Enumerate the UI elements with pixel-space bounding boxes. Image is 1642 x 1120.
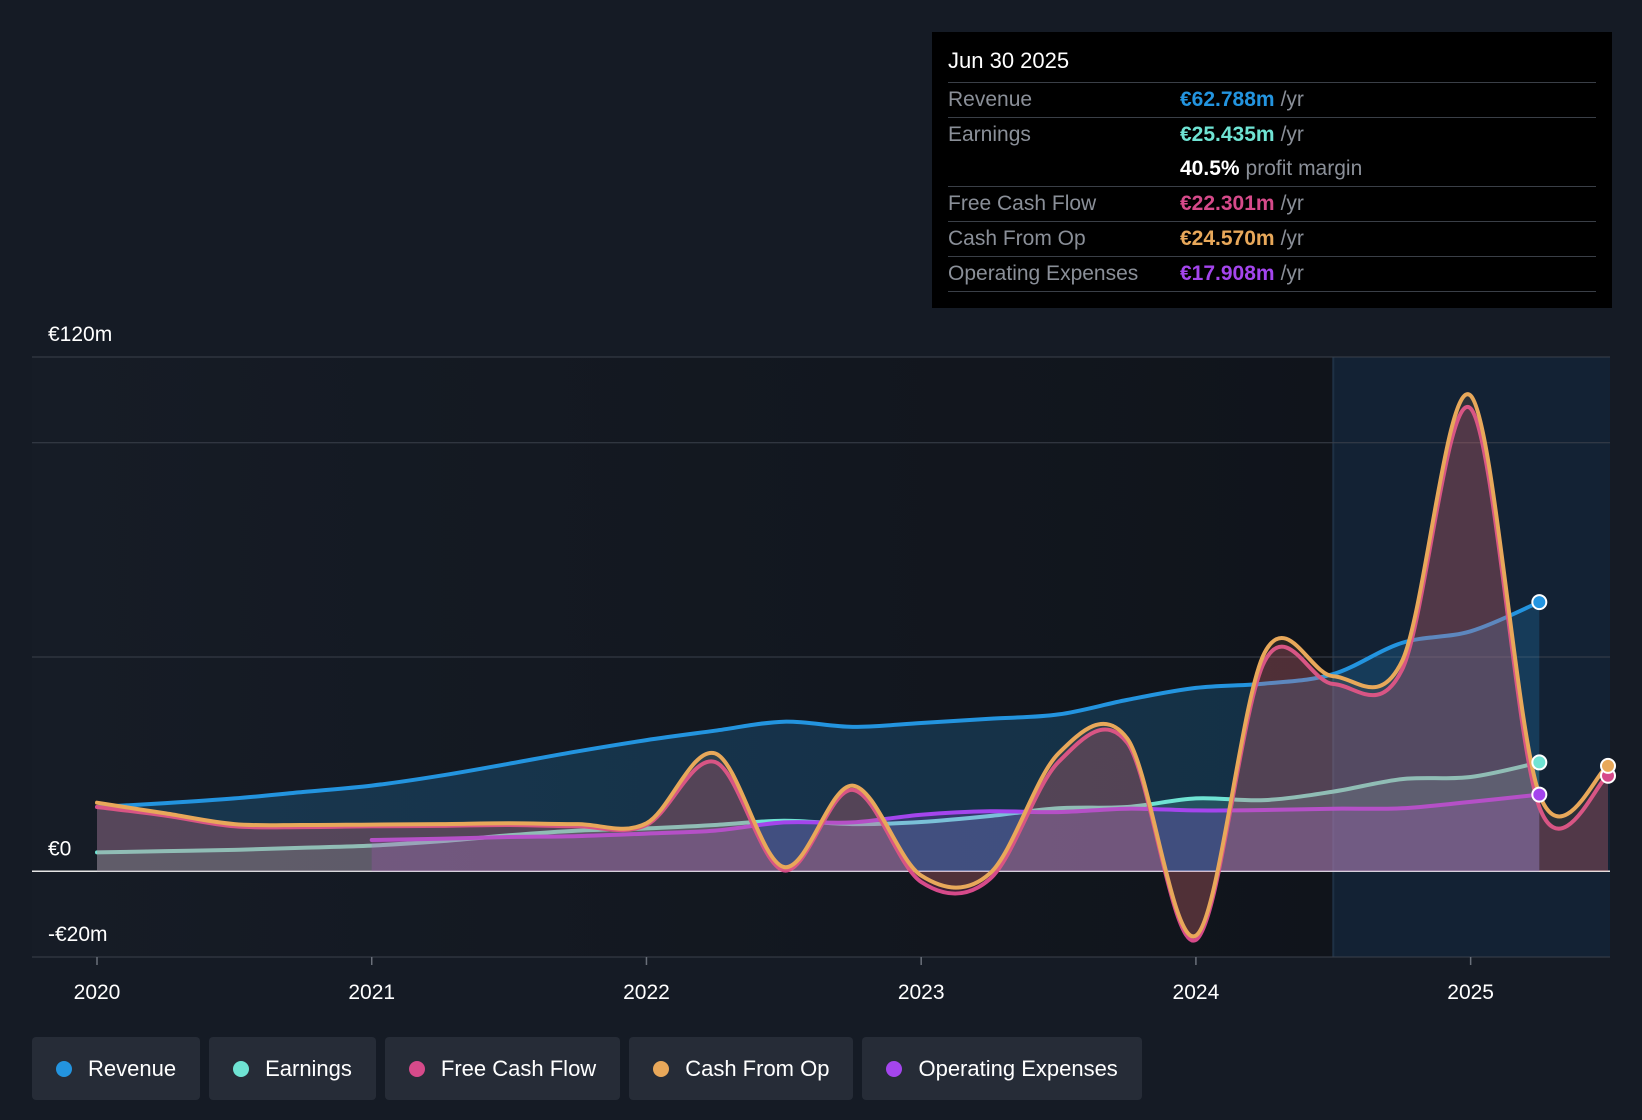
tooltip-unit: /yr — [1280, 88, 1304, 111]
legend-label: Earnings — [265, 1055, 352, 1081]
tooltip-row-cash-from-op: Cash From Op €24.570m /yr — [948, 222, 1596, 257]
tooltip-label: Cash From Op — [948, 227, 1086, 250]
legend-dot-icon — [233, 1060, 250, 1077]
endpoint-operating-expenses — [1531, 786, 1548, 803]
area-cash-from-op — [97, 394, 1608, 937]
area-earnings — [97, 762, 1540, 872]
tooltip-unit: /yr — [1280, 123, 1304, 146]
tooltip-label — [948, 152, 1180, 186]
legend-item-earnings[interactable]: Earnings — [209, 1037, 376, 1100]
legend-dot-icon — [653, 1060, 670, 1077]
legend-item-cash-from-op[interactable]: Cash From Op — [629, 1037, 854, 1100]
legend: Revenue Earnings Free Cash Flow Cash Fro… — [32, 1037, 1142, 1100]
legend-label: Revenue — [88, 1055, 177, 1081]
legend-label: Free Cash Flow — [440, 1055, 597, 1081]
endpoint-earnings — [1531, 754, 1548, 771]
line-revenue — [95, 600, 1542, 809]
endpoint-revenue — [1531, 594, 1548, 611]
profit-margin-value: 40.5% — [1180, 157, 1240, 180]
y-tick-label: -€20m — [48, 923, 108, 946]
tooltip-value: €22.301m — [1180, 192, 1275, 215]
tooltip-value: €25.435m — [1180, 123, 1275, 146]
legend-label: Cash From Op — [685, 1055, 830, 1081]
tooltip-row-earnings: Earnings €25.435m /yr — [948, 118, 1596, 152]
legend-dot-icon — [56, 1060, 72, 1077]
endpoint-cash-from-op — [1600, 757, 1616, 774]
tooltip-label: Earnings — [948, 123, 1031, 146]
tooltip-value: €62.788m — [1180, 88, 1275, 111]
tooltip-unit: /yr — [1280, 192, 1304, 215]
tooltip-date: Jun 30 2025 — [948, 46, 1596, 83]
tooltip-row-profit-margin: 40.5% profit margin — [948, 152, 1596, 187]
legend-item-operating-expenses[interactable]: Operating Expenses — [862, 1037, 1142, 1100]
tooltip-row-revenue: Revenue €62.788m /yr — [948, 83, 1596, 118]
tooltip-unit: /yr — [1280, 262, 1304, 285]
x-tick-label: 2021 — [348, 981, 395, 1004]
x-tick-label: 2022 — [623, 981, 670, 1004]
tooltip-label: Free Cash Flow — [948, 192, 1097, 215]
tooltip-label: Revenue — [948, 88, 1033, 111]
tooltip-value: €24.570m — [1180, 227, 1275, 250]
legend-dot-icon — [886, 1060, 903, 1077]
legend-dot-icon — [408, 1060, 425, 1077]
tooltip-value: €17.908m — [1180, 262, 1275, 285]
tooltip-panel: Jun 30 2025 Revenue €62.788m /yr Earning… — [932, 32, 1612, 308]
area-operating-expenses — [371, 794, 1540, 872]
x-tick-label: 2025 — [1447, 981, 1494, 1004]
legend-item-revenue[interactable]: Revenue — [32, 1037, 201, 1100]
tooltip-row-operating-expenses: Operating Expenses €17.908m /yr — [948, 257, 1596, 292]
tooltip-label: Operating Expenses — [948, 262, 1139, 285]
legend-label: Operating Expenses — [918, 1055, 1118, 1081]
tooltip-unit: /yr — [1280, 227, 1304, 250]
x-tick-label: 2024 — [1173, 981, 1220, 1004]
profit-margin-label: profit margin — [1245, 157, 1363, 180]
line-cash-from-op — [95, 392, 1610, 939]
line-operating-expenses — [369, 792, 1542, 842]
area-free-cash-flow — [97, 406, 1608, 941]
y-tick-label: €120m — [48, 323, 112, 346]
tooltip-row-free-cash-flow: Free Cash Flow €22.301m /yr — [948, 187, 1596, 222]
legend-item-free-cash-flow[interactable]: Free Cash Flow — [384, 1037, 621, 1100]
x-tick-label: 2023 — [898, 981, 945, 1004]
area-revenue — [97, 602, 1540, 872]
y-tick-label: €0 — [48, 837, 71, 860]
x-tick-label: 2020 — [74, 981, 121, 1004]
